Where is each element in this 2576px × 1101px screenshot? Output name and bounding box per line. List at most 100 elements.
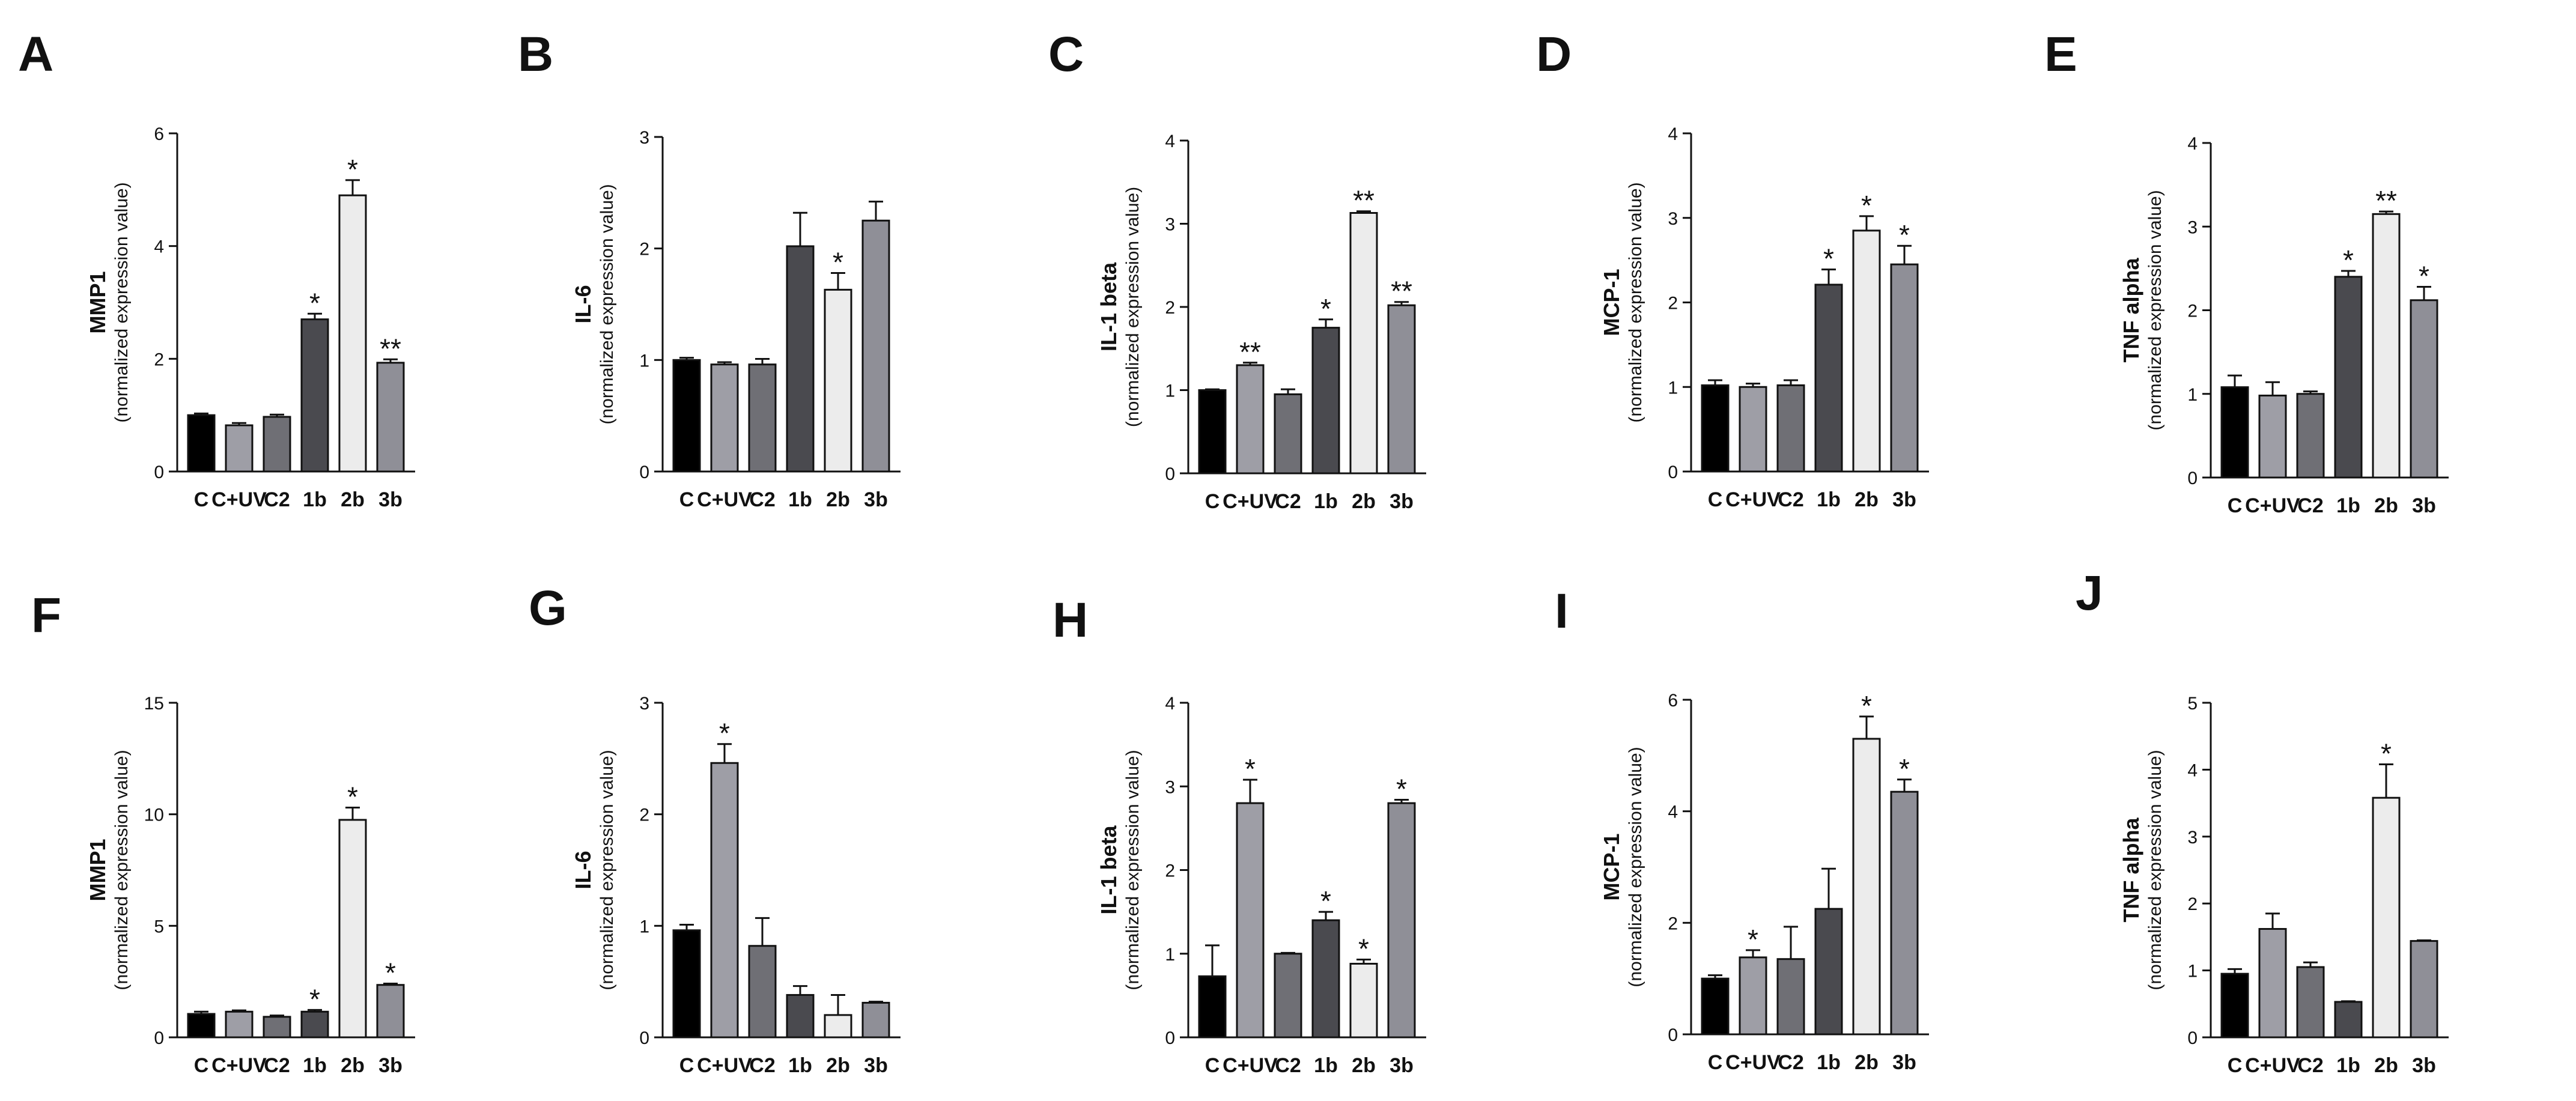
category-label: C+UV <box>1223 490 1278 513</box>
category-label: 2b <box>1352 490 1376 513</box>
panel-g: G IL-6 (normalized expression value) 0 1 2 3 C *… <box>529 581 901 1077</box>
category-label: C2 <box>1778 488 1803 511</box>
significance-marker: * <box>347 781 358 813</box>
significance-marker: * <box>833 247 843 278</box>
category-label: 3b <box>1390 1054 1414 1077</box>
bar-c-6 <box>1387 304 1416 475</box>
category-label: C2 <box>2297 494 2323 517</box>
bar-e-4 <box>2334 276 2363 479</box>
panel-letter: D <box>1536 27 1572 82</box>
y-tick-label: 2 <box>154 350 164 369</box>
category-label: C+UV <box>1223 1054 1278 1077</box>
y-tick-label: 1 <box>1165 945 1175 965</box>
category-label: C2 <box>2297 1054 2323 1077</box>
y-tick-label: 3 <box>639 694 649 714</box>
category-label: 3b <box>864 1054 888 1077</box>
y-axis-label: IL-1 beta <box>1096 825 1121 915</box>
y-axis-sublabel: (normalized expression value) <box>112 750 132 990</box>
y-tick-label: 4 <box>1668 124 1678 144</box>
y-tick-label: 4 <box>1668 802 1678 822</box>
bar-a-1 <box>187 414 216 473</box>
category-label: C <box>679 488 694 511</box>
category-label: 1b <box>1817 488 1841 511</box>
significance-marker: * <box>1861 190 1872 221</box>
category-label: C+UV <box>697 1054 752 1077</box>
category-label: 2b <box>2374 494 2398 517</box>
y-tick-label: 5 <box>2187 694 2198 714</box>
bar-e-6 <box>2410 299 2438 479</box>
category-label: C <box>679 1054 694 1077</box>
category-label: 1b <box>303 1054 327 1077</box>
category-label: 1b <box>1314 1054 1338 1077</box>
category-label: 2b <box>826 488 850 511</box>
category-label: C <box>2228 1054 2243 1077</box>
y-tick-label: 0 <box>2187 1028 2198 1048</box>
panel-letter: B <box>518 27 553 82</box>
bar-j-5 <box>2372 796 2401 1039</box>
panel-letter: E <box>2044 27 2077 82</box>
significance-marker: * <box>719 718 730 749</box>
panel-letter: F <box>31 588 61 643</box>
y-tick-label: 0 <box>1165 464 1175 484</box>
bar-i-4 <box>1814 908 1843 1036</box>
y-tick-label: 4 <box>2187 134 2198 154</box>
category-label: 2b <box>1855 488 1879 511</box>
bar-i-2 <box>1739 956 1767 1036</box>
y-tick-label: 4 <box>2187 760 2198 780</box>
y-axis-sublabel: (normalized expression value) <box>1123 750 1143 990</box>
category-label: C2 <box>1778 1051 1803 1074</box>
bar-g-5 <box>824 1014 852 1039</box>
y-tick-label: 4 <box>1165 694 1175 714</box>
y-tick-label: 0 <box>639 463 649 482</box>
panel-c: C IL-1 beta (normalized expression value) 0… <box>1048 27 1426 513</box>
category-label: C+UV <box>2245 1054 2300 1077</box>
y-tick-label: 0 <box>2187 469 2198 488</box>
bar-b-5 <box>824 288 852 473</box>
significance-marker: * <box>2343 244 2354 276</box>
bar-h-4 <box>1311 919 1340 1039</box>
category-label: 2b <box>826 1054 850 1077</box>
y-axis-sublabel: (normalized expression value) <box>597 184 617 424</box>
bar-h-2 <box>1236 802 1265 1039</box>
category-label: C+UV <box>1725 1051 1781 1074</box>
y-axis-label: MMP1 <box>85 839 110 901</box>
bar-h-6 <box>1387 802 1416 1039</box>
y-axis-label: TNF alpha <box>2119 817 2143 923</box>
bar-d-6 <box>1890 263 1919 473</box>
y-tick-label: 1 <box>2187 385 2198 405</box>
significance-marker: * <box>1823 243 1834 274</box>
y-tick-label: 2 <box>1668 294 1678 314</box>
y-tick-label: 2 <box>1668 914 1678 933</box>
y-axis-label: MCP-1 <box>1599 268 1624 336</box>
bar-i-6 <box>1890 790 1919 1036</box>
bar-j-1 <box>2220 972 2249 1039</box>
bar-h-1 <box>1198 975 1227 1039</box>
bar-f-1 <box>187 1013 216 1039</box>
significance-marker: * <box>309 287 320 318</box>
category-label: C+UV <box>1725 488 1781 511</box>
panel-letter: H <box>1053 593 1088 648</box>
category-label: 3b <box>378 488 402 511</box>
panel-letter: C <box>1048 27 1084 82</box>
bar-b-2 <box>710 363 739 473</box>
significance-marker: * <box>385 957 396 989</box>
panel-f: F MMP1 (normalized expression value) 0 5 10 15… <box>31 588 415 1077</box>
bar-g-6 <box>861 1001 890 1039</box>
significance-marker: * <box>1358 933 1369 964</box>
category-label: 1b <box>788 488 812 511</box>
significance-marker: ** <box>1239 336 1261 368</box>
bar-f-5 <box>338 819 367 1039</box>
category-label: 1b <box>303 488 327 511</box>
bar-a-2 <box>225 424 254 473</box>
category-label: C2 <box>264 488 290 511</box>
significance-marker: ** <box>2375 185 2397 216</box>
bar-c-2 <box>1236 364 1265 475</box>
category-label: C+UV <box>2245 494 2300 517</box>
bar-h-3 <box>1274 953 1302 1039</box>
bar-b-4 <box>786 245 815 473</box>
bar-e-5 <box>2372 213 2401 479</box>
significance-marker: * <box>1396 774 1407 805</box>
y-tick-label: 3 <box>1165 215 1175 235</box>
bar-i-3 <box>1776 958 1805 1036</box>
